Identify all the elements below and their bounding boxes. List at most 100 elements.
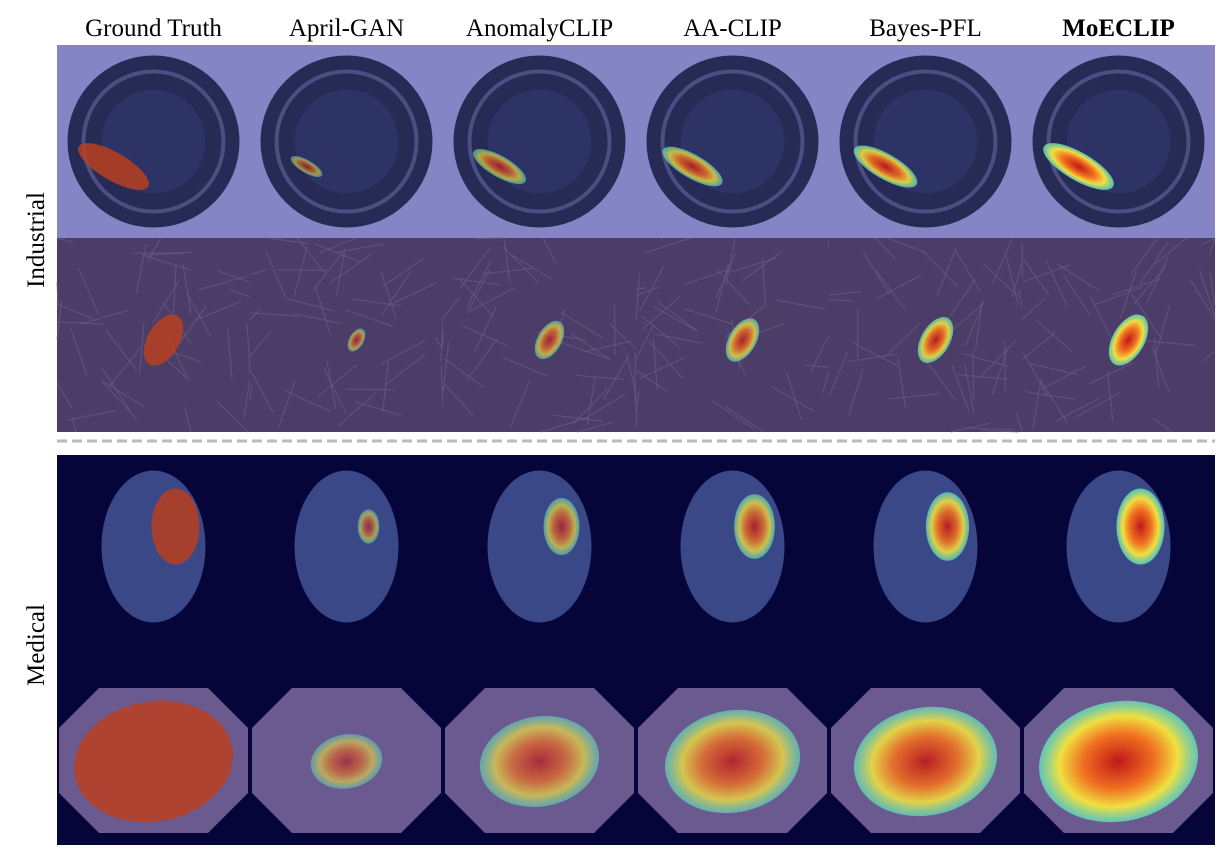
anomaly-map — [472, 148, 527, 185]
fiber — [642, 296, 681, 330]
fiber — [684, 308, 733, 325]
fiber — [286, 298, 335, 312]
fiber — [172, 265, 177, 316]
fiber — [329, 254, 371, 284]
fiber — [1090, 296, 1114, 343]
fiber — [249, 384, 253, 400]
group-label: Industrial — [23, 192, 50, 288]
fiber — [947, 278, 977, 321]
bottle-ring — [1046, 69, 1191, 214]
fiber — [502, 356, 550, 378]
fiber — [380, 270, 397, 319]
image-cell — [250, 45, 443, 238]
ground-truth-mask — [78, 143, 149, 190]
fiber — [982, 263, 1021, 299]
image-cell — [635, 237, 830, 433]
fiber — [380, 339, 426, 365]
fiber — [56, 303, 94, 320]
fiber — [105, 329, 138, 371]
fiber — [1075, 392, 1120, 418]
fiber — [635, 273, 641, 322]
fiber — [1056, 263, 1100, 292]
fiber — [635, 393, 638, 428]
fiber — [1130, 237, 1159, 274]
fiber — [319, 237, 357, 254]
fiber — [382, 361, 389, 412]
image-cell — [57, 648, 250, 845]
fiber — [683, 268, 732, 286]
fiber — [385, 353, 426, 386]
fiber — [249, 369, 274, 413]
group-label: Medical — [23, 604, 50, 686]
fiber — [964, 364, 975, 414]
fiber — [216, 401, 249, 433]
fiber — [889, 393, 940, 400]
image-cell — [829, 455, 1022, 648]
anomaly-map — [479, 715, 600, 808]
fiber — [821, 371, 830, 394]
image-cell — [443, 455, 636, 648]
anomaly-map — [853, 706, 998, 817]
fiber — [186, 292, 212, 337]
fiber — [227, 329, 233, 380]
fiber — [1021, 332, 1056, 361]
fiber — [542, 237, 557, 264]
fiber — [246, 324, 251, 375]
fiber — [317, 364, 358, 397]
fiber — [1032, 379, 1042, 430]
bottle-ring — [274, 69, 419, 214]
image-cell — [829, 648, 1022, 845]
anomaly-map — [290, 155, 323, 178]
anomaly-map — [310, 734, 383, 789]
fiber — [828, 290, 862, 296]
anomaly-map — [1116, 488, 1165, 565]
fiber — [660, 237, 663, 241]
ground-truth-mask — [74, 700, 233, 823]
fiber — [1021, 243, 1024, 278]
fiber — [1201, 350, 1216, 363]
image-cell — [1022, 455, 1215, 648]
fiber — [1209, 237, 1216, 255]
fiber — [1152, 417, 1173, 433]
fiber — [954, 249, 982, 293]
image-cell — [57, 45, 250, 238]
fiber — [334, 243, 385, 254]
fiber — [338, 392, 377, 427]
fiber — [741, 250, 783, 282]
fiber — [434, 337, 444, 350]
fiber — [560, 312, 604, 340]
bottle-inner — [294, 89, 399, 194]
fiber — [648, 340, 683, 379]
fiber — [461, 325, 509, 347]
fiber — [887, 237, 928, 254]
fiber — [335, 247, 346, 298]
fiber — [381, 272, 411, 315]
fiber — [1018, 289, 1023, 308]
fiber — [828, 352, 848, 397]
image-cell — [828, 237, 1023, 433]
fiber — [1029, 362, 1079, 376]
column-header: AA-CLIP — [683, 15, 782, 42]
fiber — [964, 300, 986, 347]
fiber — [1146, 256, 1169, 303]
fiber — [147, 237, 162, 263]
fiber — [249, 312, 299, 317]
fiber — [991, 347, 1009, 395]
fiber — [715, 268, 751, 306]
fiber — [862, 251, 891, 295]
fiber — [176, 305, 207, 348]
fiber — [1024, 390, 1075, 400]
fiber — [1021, 256, 1050, 296]
fiber — [635, 324, 655, 360]
image-cell — [57, 455, 250, 648]
fiber — [577, 421, 615, 433]
fiber — [353, 401, 403, 417]
fiber — [725, 237, 736, 287]
fiber — [635, 369, 670, 393]
image-cell — [1022, 648, 1215, 845]
fiber — [1022, 264, 1070, 283]
fiber — [712, 400, 755, 430]
fiber — [452, 277, 503, 286]
fiber — [102, 381, 137, 420]
